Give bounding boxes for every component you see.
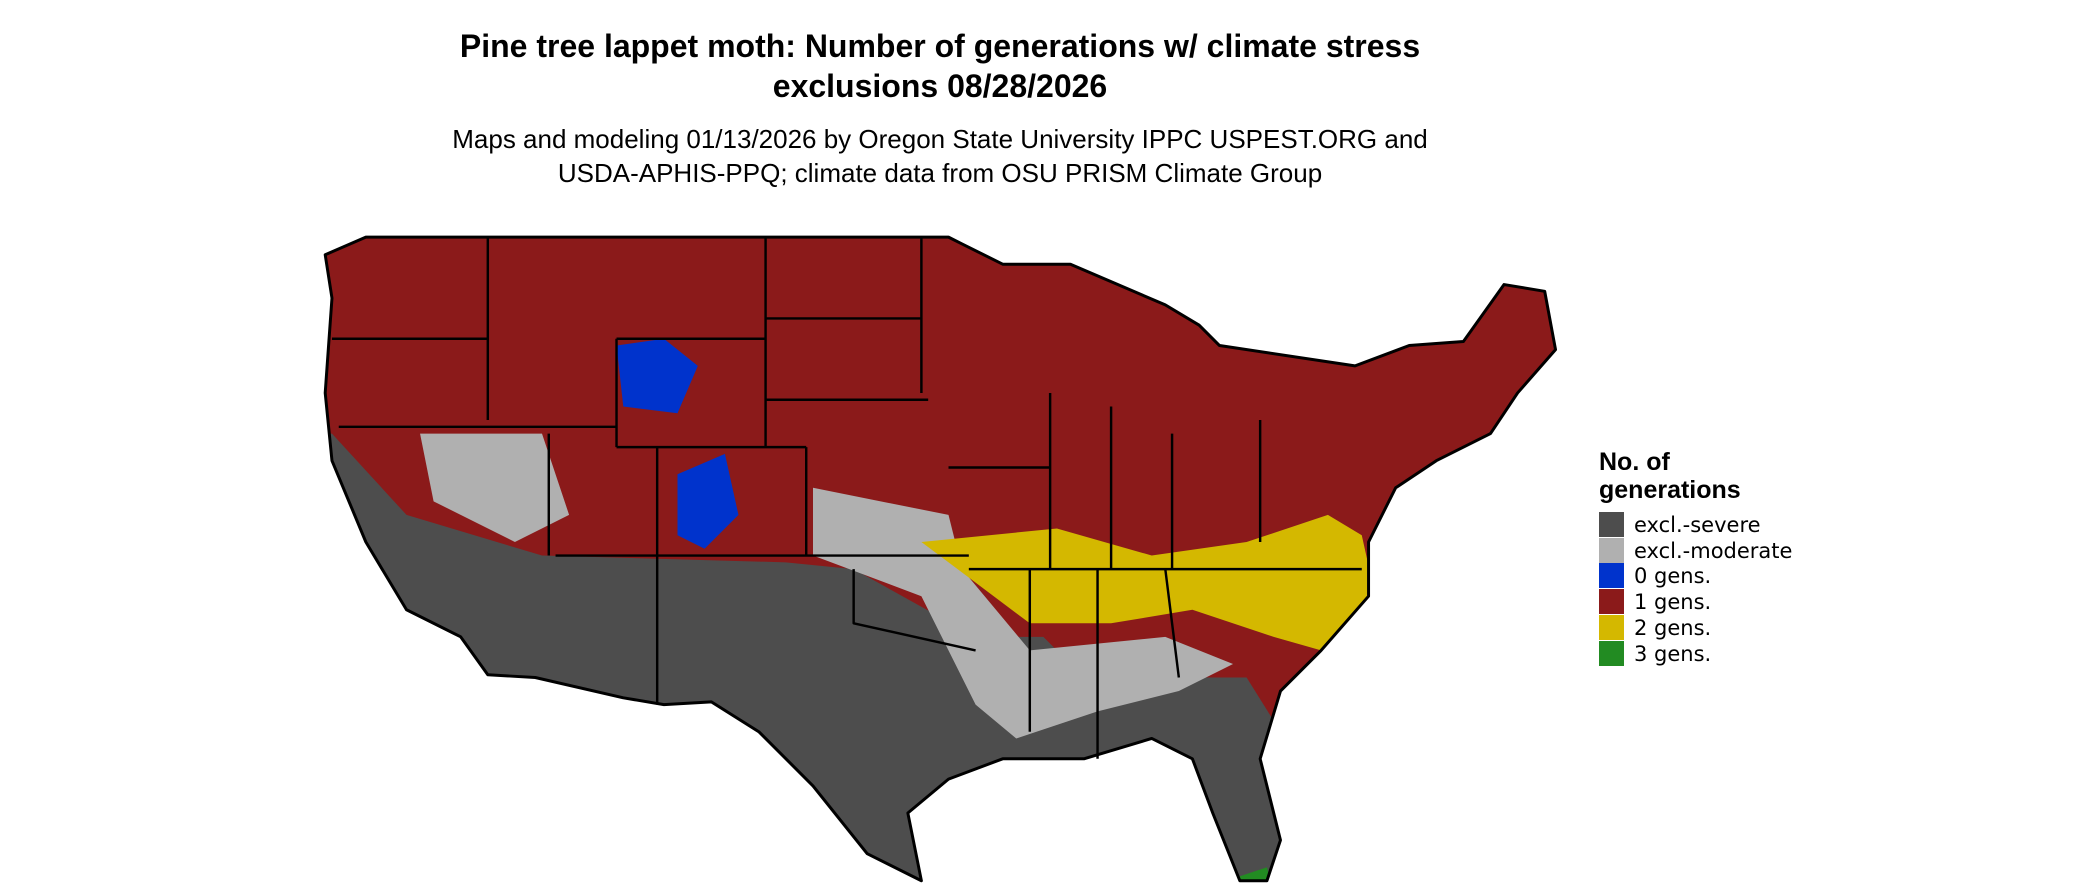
subtitle-line: USDA-APHIS-PPQ; climate data from OSU PR…	[557, 158, 1323, 188]
legend-label: 0 gens.	[1634, 564, 1712, 589]
legend-swatch	[1599, 614, 1624, 640]
legend-label: 3 gens.	[1634, 641, 1712, 666]
legend-title-line: No. of	[1599, 448, 1670, 476]
region-0-gen	[677, 453, 739, 549]
legend-label: excl.-severe	[1634, 513, 1761, 537]
region-3-gen	[1226, 867, 1274, 881]
legend-label: 1 gens.	[1634, 590, 1712, 615]
legend-swatch	[1599, 589, 1624, 615]
legend-label: 2 gens.	[1634, 615, 1712, 640]
state-borders	[331, 237, 1362, 759]
region-2-gen	[921, 514, 1376, 651]
legend-swatch	[1599, 512, 1624, 537]
legend-swatch	[1599, 563, 1624, 589]
region-0-gen	[616, 338, 698, 414]
legend-title-line: generations	[1599, 476, 1741, 504]
legend-swatch	[1599, 537, 1624, 563]
us-outline	[323, 235, 1558, 883]
legend-swatch	[1599, 640, 1624, 666]
title-line: exclusions 08/28/2026	[772, 68, 1108, 104]
subtitle-line: Maps and modeling 01/13/2026 by Oregon S…	[452, 124, 1428, 154]
region-excl-moderate	[813, 487, 1234, 739]
region-excl-moderate	[420, 433, 570, 542]
legend-label: excl.-moderate	[1634, 538, 1793, 563]
title-line: Pine tree lappet moth: Number of generat…	[459, 28, 1421, 64]
